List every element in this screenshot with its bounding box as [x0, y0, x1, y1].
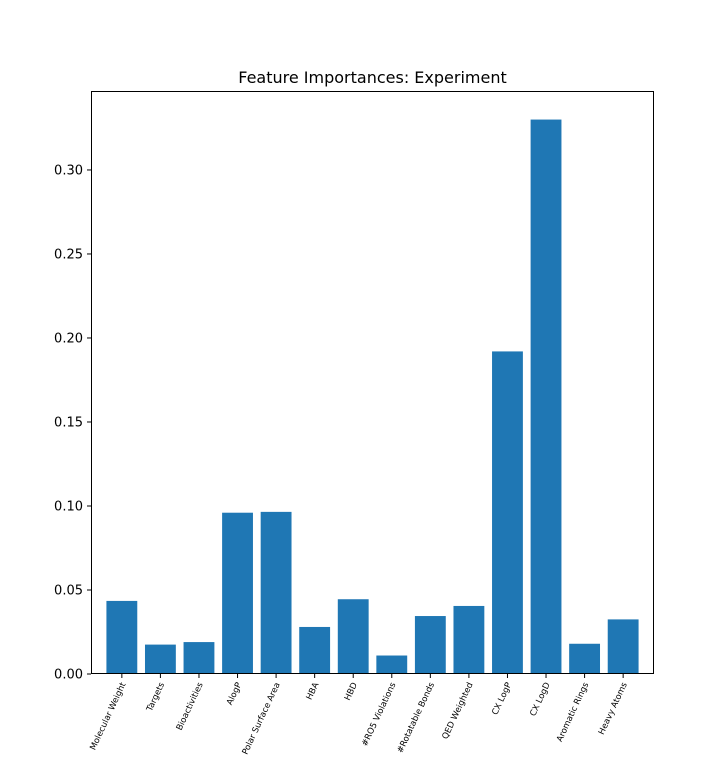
x-tick-label: Heavy Atoms — [597, 681, 630, 737]
y-tick-label: 0.00 — [54, 668, 83, 683]
bar-0 — [106, 600, 138, 674]
x-tick-label: Aromatic Rings — [555, 681, 592, 744]
x-tick-label: #Rotatable Bonds — [396, 681, 438, 755]
x-tick-label: CX LogP — [490, 681, 514, 717]
bar-9 — [453, 605, 485, 674]
bars-layer — [106, 119, 639, 675]
bar-6 — [337, 599, 369, 674]
x-tick-label: Targets — [145, 681, 168, 714]
bar-5 — [299, 626, 331, 674]
y-axis: 0.00 0.05 0.10 0.15 0.20 0.25 0.30 — [54, 163, 91, 683]
x-tick-label: AlogP — [225, 681, 244, 707]
x-tick-label: HBD — [343, 681, 360, 703]
x-tick-label: Bioactivities — [175, 681, 206, 733]
bar-2 — [183, 642, 215, 674]
y-tick-label: 0.05 — [54, 583, 83, 598]
bar-4 — [260, 511, 292, 674]
x-tick-label: HBA — [305, 681, 322, 702]
bar-7 — [376, 655, 408, 674]
y-tick-label: 0.30 — [54, 163, 83, 178]
x-tick-label: QED Weighted — [441, 681, 476, 741]
bar-1 — [144, 644, 176, 674]
bar-10 — [492, 351, 523, 674]
y-tick-label: 0.25 — [54, 247, 83, 262]
bar-11 — [530, 119, 562, 675]
plot-frame — [91, 91, 654, 674]
x-tick-label: CX LogD — [528, 681, 553, 718]
y-tick-label: 0.15 — [54, 415, 83, 430]
bar-3 — [222, 512, 253, 674]
bar-8 — [414, 616, 446, 674]
bar-13 — [607, 619, 639, 674]
y-tick-label: 0.10 — [54, 499, 83, 514]
x-tick-label: Polar Surface Area — [241, 681, 283, 756]
x-axis: Molecular Weight Targets Bioactivities Alog… — [88, 674, 630, 756]
chart-title: Feature Importances: Experiment — [238, 68, 507, 87]
x-tick-label: #RO5 Violations — [360, 681, 399, 749]
x-tick-label: Molecular Weight — [88, 680, 128, 752]
y-tick-label: 0.20 — [54, 331, 83, 346]
bar-12 — [569, 643, 601, 674]
